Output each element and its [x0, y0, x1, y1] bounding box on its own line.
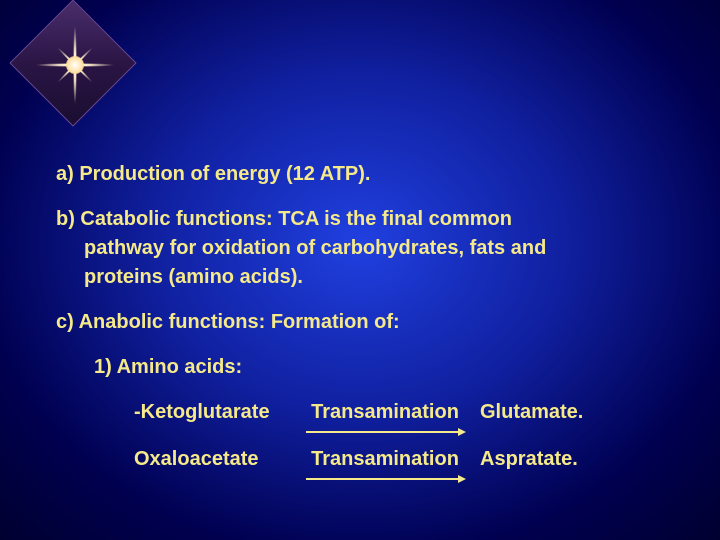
arrow-icon [306, 431, 464, 433]
reactions-block: -Ketoglutarate Transamination Glutamate.… [56, 398, 664, 474]
point-b: b) Catabolic functions: TCA is the final… [56, 205, 664, 292]
point-a: a) Production of energy (12 ATP). [56, 160, 664, 189]
bullet-decoration [20, 10, 130, 120]
reaction-row: -Ketoglutarate Transamination Glutamate. [134, 398, 664, 427]
reaction-product: Glutamate. [476, 398, 583, 427]
reaction-row: Oxaloacetate Transamination Aspratate. [134, 445, 664, 474]
point-b-line1: b) Catabolic functions: TCA is the final… [56, 205, 664, 234]
point-b-line3: proteins (amino acids). [56, 263, 664, 292]
reaction-product: Aspratate. [476, 445, 578, 474]
arrow-icon [306, 478, 464, 480]
reaction-process: Transamination [300, 445, 470, 474]
point-c: c) Anabolic functions: Formation of: [56, 308, 664, 337]
point-c-sub1: 1) Amino acids: [56, 353, 664, 382]
point-b-line2: pathway for oxidation of carbohydrates, … [56, 234, 664, 263]
reaction-process: Transamination [300, 398, 470, 427]
diamond-shape [9, 0, 136, 127]
reaction-substrate: Oxaloacetate [134, 445, 294, 474]
reaction-process-label: Transamination [300, 398, 470, 427]
reaction-process-label: Transamination [300, 445, 470, 474]
slide-body: a) Production of energy (12 ATP). b) Cat… [56, 160, 664, 492]
reaction-substrate: -Ketoglutarate [134, 398, 294, 427]
